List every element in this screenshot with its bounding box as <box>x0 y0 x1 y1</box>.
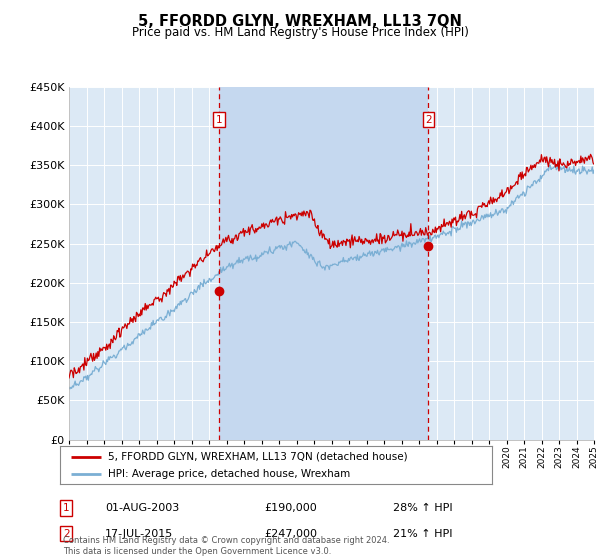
Text: 5, FFORDD GLYN, WREXHAM, LL13 7QN: 5, FFORDD GLYN, WREXHAM, LL13 7QN <box>138 14 462 29</box>
Text: £190,000: £190,000 <box>264 503 317 513</box>
Text: 21% ↑ HPI: 21% ↑ HPI <box>393 529 452 539</box>
Text: Price paid vs. HM Land Registry's House Price Index (HPI): Price paid vs. HM Land Registry's House … <box>131 26 469 39</box>
Text: 2: 2 <box>425 115 432 125</box>
Text: 1: 1 <box>63 503 70 513</box>
Text: 17-JUL-2015: 17-JUL-2015 <box>105 529 173 539</box>
Text: 28% ↑ HPI: 28% ↑ HPI <box>393 503 452 513</box>
Text: HPI: Average price, detached house, Wrexham: HPI: Average price, detached house, Wrex… <box>107 469 350 479</box>
Text: Contains HM Land Registry data © Crown copyright and database right 2024.
This d: Contains HM Land Registry data © Crown c… <box>63 536 389 556</box>
Bar <box>219 87 428 440</box>
Text: 1: 1 <box>216 115 223 125</box>
Text: 5, FFORDD GLYN, WREXHAM, LL13 7QN (detached house): 5, FFORDD GLYN, WREXHAM, LL13 7QN (detac… <box>107 451 407 461</box>
Text: 2: 2 <box>63 529 70 539</box>
Text: £247,000: £247,000 <box>264 529 317 539</box>
Text: 01-AUG-2003: 01-AUG-2003 <box>105 503 179 513</box>
